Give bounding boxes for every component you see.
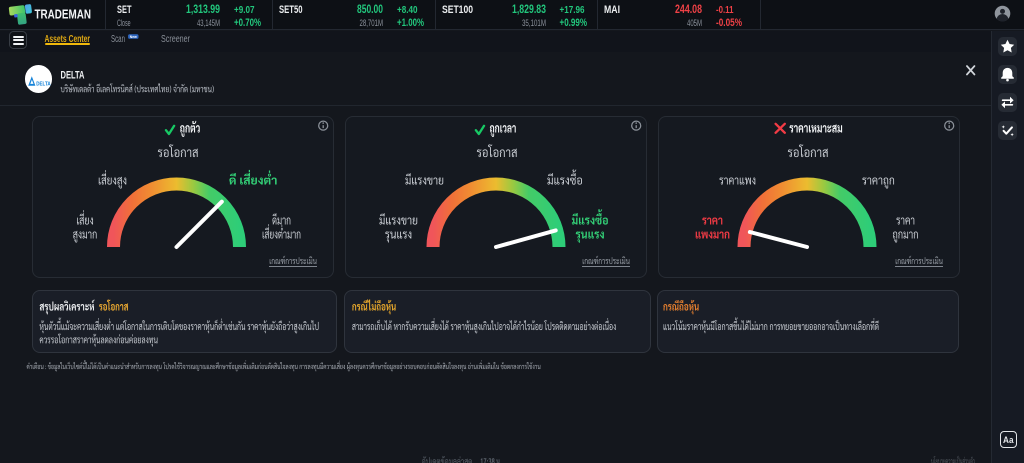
svg-text:+9.07: +9.07	[234, 4, 255, 16]
svg-text:+0.99%: +0.99%	[560, 17, 588, 29]
svg-text:-0.11: -0.11	[716, 4, 734, 16]
svg-text:244.08: 244.08	[675, 4, 702, 16]
svg-text:-0.05%: -0.05%	[716, 17, 742, 29]
svg-text:28,701M: 28,701M	[360, 18, 384, 28]
svg-text:35,101M: 35,101M	[522, 18, 546, 28]
svg-text:+1.00%: +1.00%	[397, 17, 424, 29]
svg-text:Assets Center: Assets Center	[45, 34, 91, 45]
svg-text:405M: 405M	[687, 18, 702, 28]
svg-text:+0.70%: +0.70%	[234, 17, 261, 29]
svg-text:850.00: 850.00	[357, 4, 383, 16]
svg-text:MAI: MAI	[604, 4, 620, 16]
svg-text:DELTA: DELTA	[36, 82, 51, 88]
svg-text:TRADEMAN: TRADEMAN	[35, 6, 92, 21]
svg-text:+8.40: +8.40	[397, 4, 418, 16]
svg-text:1,829.83: 1,829.83	[512, 4, 546, 16]
svg-text:Scan: Scan	[111, 34, 125, 45]
svg-text:New: New	[130, 35, 137, 39]
svg-text:Screener: Screener	[161, 34, 190, 45]
svg-text:1,313.99: 1,313.99	[186, 4, 220, 16]
svg-text:SET50: SET50	[279, 4, 303, 16]
svg-text:43,145M: 43,145M	[197, 18, 220, 28]
svg-text:DELTA: DELTA	[61, 69, 85, 81]
svg-text:Aa: Aa	[1003, 435, 1014, 446]
svg-text:SET: SET	[117, 4, 132, 16]
svg-text:SET100: SET100	[442, 4, 473, 16]
svg-text:Close: Close	[117, 18, 131, 28]
svg-text:+17.96: +17.96	[560, 4, 585, 16]
